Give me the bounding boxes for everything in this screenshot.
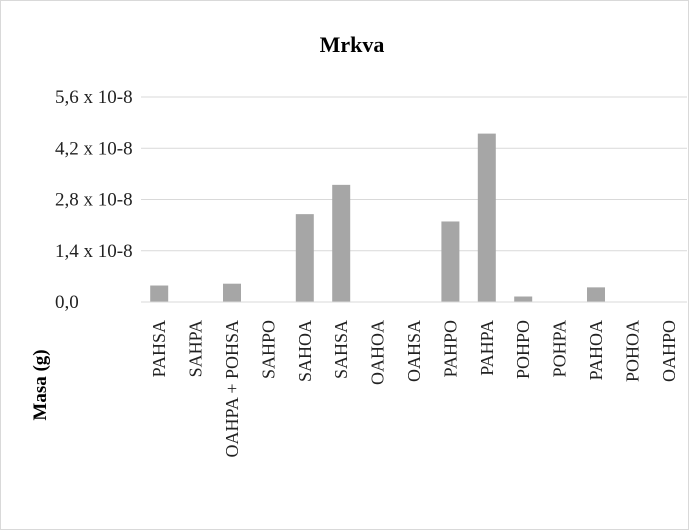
x-tick-label: PAHSA xyxy=(149,320,169,377)
bar xyxy=(332,184,351,302)
gridlines xyxy=(141,96,687,252)
x-tick-label: POHOA xyxy=(622,320,642,382)
x-tick-label: PAHOA xyxy=(586,320,606,380)
bar xyxy=(514,296,533,302)
x-tick-label: OAHPO xyxy=(659,320,679,382)
y-tick-label: 4,2 x 10-8 xyxy=(55,138,133,159)
chart-title: Mrkva xyxy=(320,32,385,57)
x-tick-label: SAHSA xyxy=(331,320,351,379)
bar xyxy=(223,283,241,302)
x-tick-label: POHPO xyxy=(513,320,533,379)
bar xyxy=(587,287,605,302)
bars xyxy=(150,133,605,302)
x-tick-label: SAHPO xyxy=(258,320,278,379)
bar xyxy=(295,214,314,302)
x-tick-label: OAHPA + POHSA xyxy=(222,320,242,458)
y-axis-ticks: 0,0 1,4 x 10-8 2,8 x 10-8 4,2 x 10-8 5,6 x 1… xyxy=(55,87,133,313)
x-tick-label: OAHSA xyxy=(404,320,424,382)
x-tick-label: SAHPA xyxy=(186,320,206,377)
y-axis-label: Masa (g) xyxy=(30,349,51,420)
y-tick-label: 5,6 x 10-8 xyxy=(55,87,133,108)
bar xyxy=(150,285,169,302)
x-axis-categories: PAHSA SAHPA OAHPA + POHSA SAHPO SAHOA SAHSA OA… xyxy=(149,320,679,458)
x-tick-label: PAHPA xyxy=(477,320,497,376)
y-tick-label: 0,0 xyxy=(55,292,79,313)
y-tick-label: 1,4 x 10-8 xyxy=(55,241,133,262)
x-tick-label: OAHOA xyxy=(368,320,388,385)
bar xyxy=(441,221,460,302)
x-tick-label: POHPA xyxy=(550,320,570,377)
y-tick-label: 2,8 x 10-8 xyxy=(55,190,133,211)
bar xyxy=(477,133,496,302)
x-tick-label: SAHOA xyxy=(295,320,315,382)
x-tick-label: PAHPO xyxy=(440,320,460,377)
